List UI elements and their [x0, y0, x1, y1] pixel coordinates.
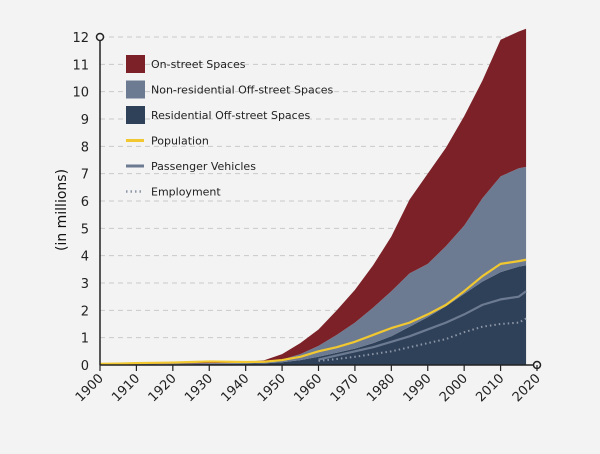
y-axis-end-marker	[95, 32, 105, 42]
y-tick-12: 12	[72, 31, 89, 46]
y-tick-1: 1	[81, 332, 89, 347]
x-tick-1910: 1910	[109, 371, 143, 405]
line-employment	[318, 317, 527, 362]
y-tick-3: 3	[81, 277, 89, 292]
legend-label-employment: Employment	[151, 186, 221, 199]
y-tick-10: 10	[72, 86, 89, 101]
gridlines	[100, 36, 520, 339]
legend-label-passenger-vehicles: Passenger Vehicles	[151, 160, 256, 173]
line-population	[99, 258, 527, 366]
y-tick-2: 2	[81, 304, 89, 319]
legend-swatch-non-residential-off-street-spaces	[126, 80, 145, 99]
y-tick-6: 6	[81, 195, 89, 210]
y-tick-7: 7	[81, 168, 89, 183]
x-tick-labels: 1900 1910 1920 1930 1940 1950 1960 1970 1980 1990…	[73, 365, 544, 405]
line-series	[99, 258, 527, 366]
x-tick-1900: 1900	[73, 371, 107, 405]
legend-label-population: Population	[151, 135, 209, 148]
area-non-residential-off-street-spaces	[100, 166, 527, 365]
x-tick-2020: 2020	[510, 371, 544, 405]
line-passenger-vehicles	[318, 290, 527, 361]
x-tick-2000: 2000	[437, 371, 471, 405]
y-tick-8: 8	[81, 140, 89, 155]
x-tick-2010: 2010	[473, 371, 507, 405]
legend-label-residential-off-street-spaces: Residential Off-street Spaces	[151, 109, 310, 122]
x-tick-1950: 1950	[255, 371, 289, 405]
y-tick-9: 9	[81, 113, 89, 128]
y-axis-label: (in millions)	[54, 169, 70, 251]
legend-label-non-residential-off-street-spaces: Non-residential Off-street Spaces	[151, 84, 334, 97]
x-tick-1980: 1980	[364, 371, 398, 405]
x-tick-1930: 1930	[182, 371, 216, 405]
y-tick-11: 11	[72, 58, 89, 73]
x-tick-1990: 1990	[401, 371, 435, 405]
y-tick-5: 5	[81, 222, 89, 237]
legend: On-street Spaces Non-residential Off-stre…	[126, 55, 334, 199]
legend-swatch-residential-off-street-spaces	[126, 106, 145, 124]
area-residential-off-street-spaces	[100, 265, 527, 365]
y-tick-4: 4	[81, 250, 89, 265]
x-tick-1940: 1940	[218, 371, 252, 405]
legend-swatch-on-street-spaces	[126, 55, 145, 73]
x-tick-1970: 1970	[328, 371, 362, 405]
x-tick-1960: 1960	[291, 371, 325, 405]
y-tick-0: 0	[81, 359, 89, 374]
legend-label-on-street-spaces: On-street Spaces	[151, 58, 246, 71]
area-on-street-spaces	[100, 28, 527, 366]
stacked-areas	[100, 28, 527, 366]
x-tick-1920: 1920	[146, 371, 180, 405]
